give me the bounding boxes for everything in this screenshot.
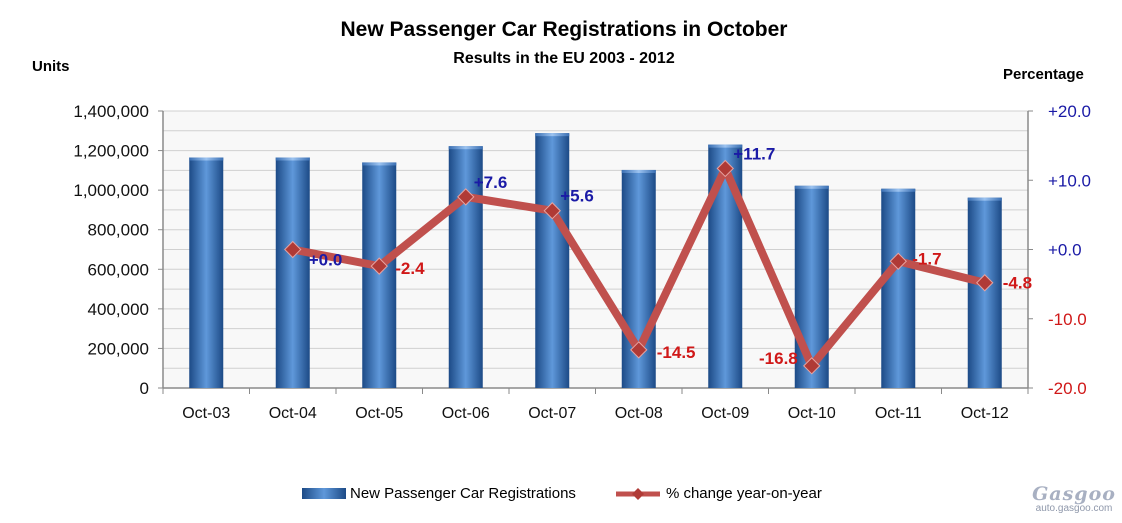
- bar: [362, 162, 397, 388]
- line-marker: [630, 341, 648, 359]
- bar-top-highlight: [448, 146, 483, 150]
- watermark-brand: Gasgoo: [1032, 483, 1116, 505]
- line-marker: [284, 240, 302, 259]
- line-marker: [976, 274, 994, 292]
- left-axis-tick-label: 0: [140, 379, 149, 398]
- watermark-logo: Gasgoo auto.gasgoo.com: [1026, 483, 1122, 514]
- left-axis-label: Units: [32, 58, 70, 75]
- legend: New Passenger Car Registrations % change…: [302, 485, 860, 502]
- left-axis-tick-label: 800,000: [88, 221, 149, 240]
- line-marker: [716, 159, 734, 178]
- legend-label-line: % change year-on-year: [665, 485, 822, 502]
- x-axis-tick-label: Oct-04: [269, 405, 317, 422]
- left-axis-tick-label: 1,400,000: [73, 102, 149, 121]
- line-data-label: -1.7: [912, 249, 941, 268]
- left-axis-tick-label: 400,000: [88, 300, 149, 319]
- x-axis-tick-label: Oct-08: [615, 405, 663, 422]
- line-marker: [803, 357, 821, 375]
- x-axis-tick-label: Oct-05: [355, 405, 403, 422]
- bar: [275, 157, 310, 388]
- legend-line-swatch: [615, 487, 660, 500]
- x-axis-tick-label: Oct-09: [701, 405, 749, 422]
- line-data-label: +11.7: [733, 144, 775, 163]
- x-axis-tick-label: Oct-03: [182, 405, 230, 422]
- x-axis-tick-label: Oct-10: [788, 405, 836, 422]
- bar: [448, 146, 483, 388]
- bar-top-highlight: [708, 144, 743, 148]
- left-axis-tick-label: 200,000: [88, 339, 149, 358]
- line-data-label: -4.8: [1003, 274, 1032, 293]
- x-axis-tick-label: Oct-12: [961, 405, 1009, 422]
- bar-top-highlight: [189, 157, 224, 161]
- left-axis-tick-label: 1,000,000: [73, 181, 149, 200]
- right-axis-tick-label: -20.0: [1048, 379, 1087, 398]
- bar: [967, 197, 1002, 388]
- line-data-label: +5.6: [560, 187, 594, 206]
- bar-top-highlight: [362, 162, 397, 166]
- bar-top-highlight: [794, 185, 829, 189]
- line-data-label: -2.4: [395, 259, 425, 278]
- watermark-url: auto.gasgoo.com: [1035, 503, 1113, 514]
- line-data-label: -14.5: [657, 343, 696, 362]
- line-marker: [543, 202, 561, 220]
- right-axis-tick-label: +10.0: [1048, 171, 1091, 190]
- bar: [708, 144, 743, 388]
- line-marker: [457, 188, 475, 206]
- chart-subtitle: Results in the EU 2003 - 2012: [453, 50, 675, 67]
- legend-bar-swatch: [302, 488, 346, 499]
- line-data-label: +7.6: [474, 173, 508, 192]
- right-axis-label: Percentage: [1003, 66, 1084, 83]
- x-axis-tick-label: Oct-07: [528, 405, 576, 422]
- bar-top-highlight: [881, 188, 916, 192]
- right-axis-tick-label: +20.0: [1048, 102, 1091, 121]
- bar: [881, 188, 916, 388]
- bar: [535, 133, 570, 388]
- bar-top-highlight: [621, 169, 656, 173]
- bar-top-highlight: [535, 133, 570, 137]
- line-data-label: +0.0: [309, 251, 343, 270]
- legend-label-bars: New Passenger Car Registrations: [350, 485, 576, 502]
- bar: [189, 157, 224, 388]
- line-marker: [889, 252, 907, 270]
- chart-title: New Passenger Car Registrations in Octob…: [340, 18, 788, 41]
- legend-item-line: % change year-on-year: [614, 485, 822, 502]
- bar-top-highlight: [967, 197, 1002, 201]
- right-axis-tick-label: -10.0: [1048, 310, 1087, 329]
- bar-top-highlight: [275, 157, 310, 161]
- x-axis-tick-label: Oct-11: [875, 405, 922, 422]
- line-marker: [370, 257, 388, 275]
- left-axis-tick-label: 600,000: [88, 260, 149, 279]
- right-axis-tick-label: +0.0: [1048, 241, 1082, 260]
- left-axis-tick-label: 1,200,000: [73, 142, 149, 161]
- x-axis-tick-label: Oct-06: [442, 405, 490, 422]
- legend-item-bars: New Passenger Car Registrations: [302, 485, 576, 502]
- line-data-label: -16.8: [759, 349, 798, 368]
